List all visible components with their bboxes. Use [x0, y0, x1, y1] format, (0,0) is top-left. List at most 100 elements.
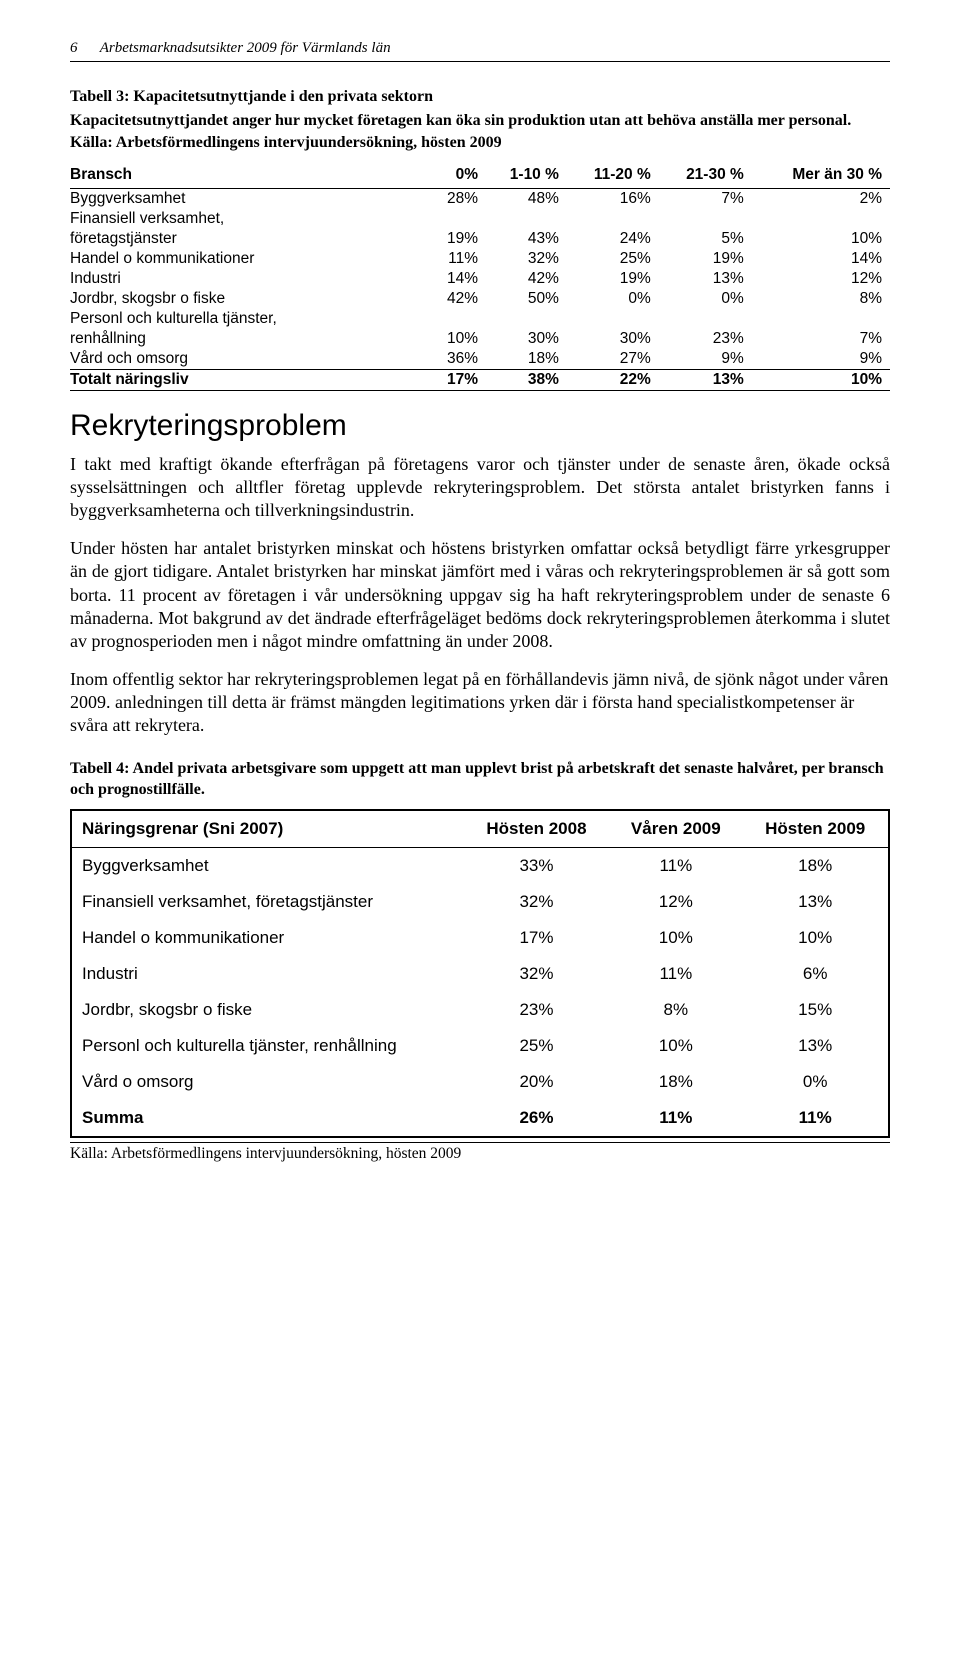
table-cell [659, 309, 752, 329]
table-cell: 24% [567, 229, 659, 249]
table4-total-row: Summa26%11%11% [72, 1100, 888, 1136]
table-cell: 11% [609, 848, 742, 885]
table-cell: 48% [486, 188, 567, 209]
table3-col-3: 11-20 % [567, 162, 659, 189]
table-cell: 42% [486, 269, 567, 289]
table-row: Personl och kulturella tjänster, [70, 309, 890, 329]
table-cell-label: Handel o kommunikationer [72, 920, 464, 956]
table-cell: 13% [742, 1028, 888, 1064]
table-cell: 36% [431, 349, 486, 370]
section-heading: Rekryteringsproblem [70, 409, 890, 443]
table-cell: 12% [609, 884, 742, 920]
table-cell-label: Personl och kulturella tjänster, renhåll… [72, 1028, 464, 1064]
table-cell: 10% [742, 920, 888, 956]
table-row: företagstjänster19%43%24%5%10% [70, 229, 890, 249]
table-cell: 32% [464, 884, 610, 920]
table-cell-label: Vård o omsorg [72, 1064, 464, 1100]
table4-col-0: Näringsgrenar (Sni 2007) [72, 811, 464, 848]
table-cell: 11% [742, 1100, 888, 1136]
running-title: Arbetsmarknadsutsikter 2009 för Värmland… [100, 40, 391, 56]
table4-header-row: Näringsgrenar (Sni 2007) Hösten 2008 Vår… [72, 811, 888, 848]
paragraph-3: Inom offentlig sektor har rekryteringspr… [70, 668, 890, 738]
table-cell-label: Byggverksamhet [72, 848, 464, 885]
table-cell: 27% [567, 349, 659, 370]
table-cell: 25% [464, 1028, 610, 1064]
table-cell: 11% [431, 249, 486, 269]
table-cell [752, 309, 890, 329]
table-cell: 14% [431, 269, 486, 289]
table-cell: 0% [659, 289, 752, 309]
paragraph-2: Under hösten har antalet bristyrken mins… [70, 537, 890, 654]
table-cell: 17% [431, 369, 486, 390]
table-cell [752, 209, 890, 229]
table-cell: 13% [659, 369, 752, 390]
table-cell: 2% [752, 188, 890, 209]
table-cell [431, 309, 486, 329]
table3-title: Tabell 3: Kapacitetsutnyttjande i den pr… [70, 86, 890, 108]
table3-header-row: Bransch 0% 1-10 % 11-20 % 21-30 % Mer än… [70, 162, 890, 189]
table-cell [659, 209, 752, 229]
table-cell: 32% [464, 956, 610, 992]
table-cell-label: renhållning [70, 329, 431, 349]
table-cell [567, 309, 659, 329]
table-cell: 13% [742, 884, 888, 920]
table-cell: 6% [742, 956, 888, 992]
table-row: Handel o kommunikationer17%10%10% [72, 920, 888, 956]
table-cell: 43% [486, 229, 567, 249]
table-row: Industri32%11%6% [72, 956, 888, 992]
table-row: Personl och kulturella tjänster, renhåll… [72, 1028, 888, 1064]
table4-col-3: Hösten 2009 [742, 811, 888, 848]
table3-col-5: Mer än 30 % [752, 162, 890, 189]
table-cell: 9% [659, 349, 752, 370]
table-cell: 30% [567, 329, 659, 349]
table-cell: 10% [609, 1028, 742, 1064]
table4: Näringsgrenar (Sni 2007) Hösten 2008 Vår… [72, 811, 888, 1136]
table3-total-label: Totalt näringsliv [70, 369, 431, 390]
table-cell: 10% [752, 229, 890, 249]
table-cell-label: Vård och omsorg [70, 349, 431, 370]
table-cell: 0% [567, 289, 659, 309]
table-cell: 0% [742, 1064, 888, 1100]
table-cell: 17% [464, 920, 610, 956]
table-cell [431, 209, 486, 229]
table-cell: 20% [464, 1064, 610, 1100]
table-cell: 30% [486, 329, 567, 349]
table-row: Jordbr, skogsbr o fiske42%50%0%0%8% [70, 289, 890, 309]
table-cell: 12% [752, 269, 890, 289]
table3: Bransch 0% 1-10 % 11-20 % 21-30 % Mer än… [70, 162, 890, 391]
table-cell: 9% [752, 349, 890, 370]
table-cell: 19% [659, 249, 752, 269]
table-cell: 16% [567, 188, 659, 209]
table-cell: 8% [752, 289, 890, 309]
table-cell: 10% [609, 920, 742, 956]
table-cell: 11% [609, 956, 742, 992]
table-cell: 28% [431, 188, 486, 209]
table-cell: 10% [431, 329, 486, 349]
table-cell: 22% [567, 369, 659, 390]
table-cell-label: Jordbr, skogsbr o fiske [70, 289, 431, 309]
table-cell: 7% [659, 188, 752, 209]
table-cell [486, 209, 567, 229]
table-cell: 23% [659, 329, 752, 349]
page-root: 6 Arbetsmarknadsutsikter 2009 för Värmla… [0, 0, 960, 1213]
table4-total-label: Summa [72, 1100, 464, 1136]
table-cell: 33% [464, 848, 610, 885]
table4-caption: Tabell 4: Andel privata arbetsgivare som… [70, 758, 890, 801]
table-cell-label: Personl och kulturella tjänster, [70, 309, 431, 329]
table3-subtitle: Kapacitetsutnyttjandet anger hur mycket … [70, 110, 890, 153]
table-row: Vård och omsorg36%18%27%9%9% [70, 349, 890, 370]
table3-col-0: Bransch [70, 162, 431, 189]
table3-col-4: 21-30 % [659, 162, 752, 189]
table-cell-label: Industri [70, 269, 431, 289]
table-row: Handel o kommunikationer11%32%25%19%14% [70, 249, 890, 269]
table3-total-row: Totalt näringsliv17%38%22%13%10% [70, 369, 890, 390]
page-number: 6 [70, 40, 78, 56]
table-row: Vård o omsorg20%18%0% [72, 1064, 888, 1100]
paragraph-1: I takt med kraftigt ökande efterfrågan p… [70, 453, 890, 523]
table-cell-label: företagstjänster [70, 229, 431, 249]
table-cell: 26% [464, 1100, 610, 1136]
table-cell [486, 309, 567, 329]
table-cell-label: Finansiell verksamhet, företagstjänster [72, 884, 464, 920]
table-row: renhållning10%30%30%23%7% [70, 329, 890, 349]
table-cell-label: Finansiell verksamhet, [70, 209, 431, 229]
